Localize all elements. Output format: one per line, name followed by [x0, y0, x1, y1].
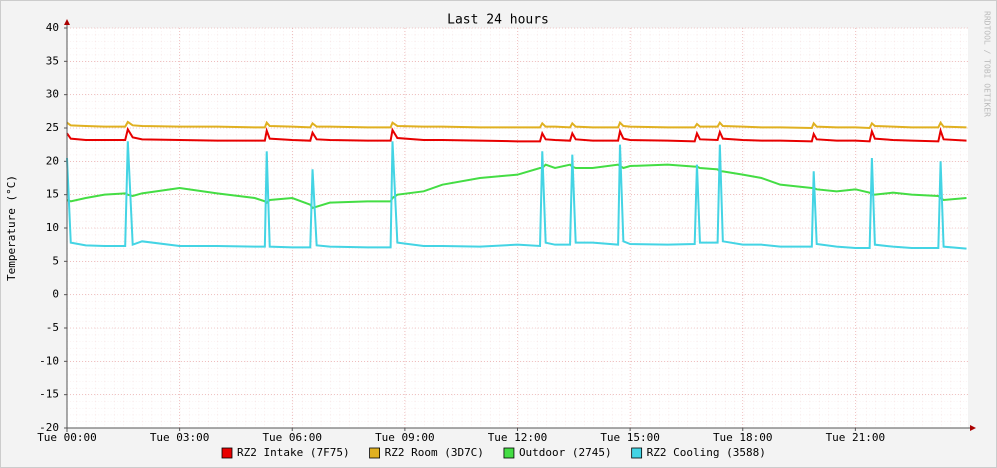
legend: RZ2 Intake (7F75) RZ2 Room (3D7C) Outdoor …: [221, 446, 766, 459]
y-tick-label: 20: [46, 154, 59, 167]
y-tick-label: -15: [39, 388, 59, 401]
y-tick-label: 10: [46, 221, 59, 234]
x-tick-label: Tue 09:00: [375, 431, 435, 444]
y-tick-label: 0: [52, 288, 59, 301]
y-tick-label: 30: [46, 88, 59, 101]
chart-title: Last 24 hours: [447, 13, 549, 28]
x-tick-label: Tue 00:00: [37, 431, 97, 444]
y-arrow: [64, 19, 70, 25]
y-tick-label: 5: [52, 254, 59, 267]
y-tick-label: 15: [46, 188, 59, 201]
legend-swatch: [369, 447, 380, 459]
series-line: [66, 126, 967, 143]
x-tick-label: Tue 03:00: [150, 431, 210, 444]
x-tick-label: Tue 15:00: [600, 431, 660, 444]
y-tick-label: -5: [46, 321, 59, 334]
y-tick-label: 35: [46, 54, 59, 67]
legend-label: RZ2 Intake (7F75): [237, 446, 350, 459]
x-tick-label: Tue 18:00: [713, 431, 773, 444]
lines: [66, 120, 967, 250]
legend-swatch: [631, 447, 643, 459]
series-line: [66, 141, 967, 250]
y-axis-label: Temperature (°C): [5, 175, 18, 281]
legend-swatch: [221, 447, 233, 459]
series-line: [66, 163, 967, 210]
legend-label: RZ2 Room (3D7C): [385, 446, 484, 459]
y-tick-label: 25: [46, 121, 59, 134]
x-tick-label: Tue 06:00: [262, 431, 322, 444]
series-line: [66, 120, 967, 130]
watermark: RRDTOOL / TOBI OETIKER: [983, 11, 992, 117]
legend-swatch: [503, 447, 515, 459]
x-arrow: [970, 425, 976, 431]
y-tick-label: 40: [46, 21, 59, 34]
y-tick-label: -10: [39, 354, 59, 367]
x-tick-label: Tue 12:00: [488, 431, 548, 444]
y-tick-label: -20: [39, 421, 59, 434]
x-tick-label: Tue 21:00: [826, 431, 886, 444]
legend-label: Outdoor (2745): [519, 446, 612, 459]
legend-label: RZ2 Cooling (3588): [647, 446, 766, 459]
